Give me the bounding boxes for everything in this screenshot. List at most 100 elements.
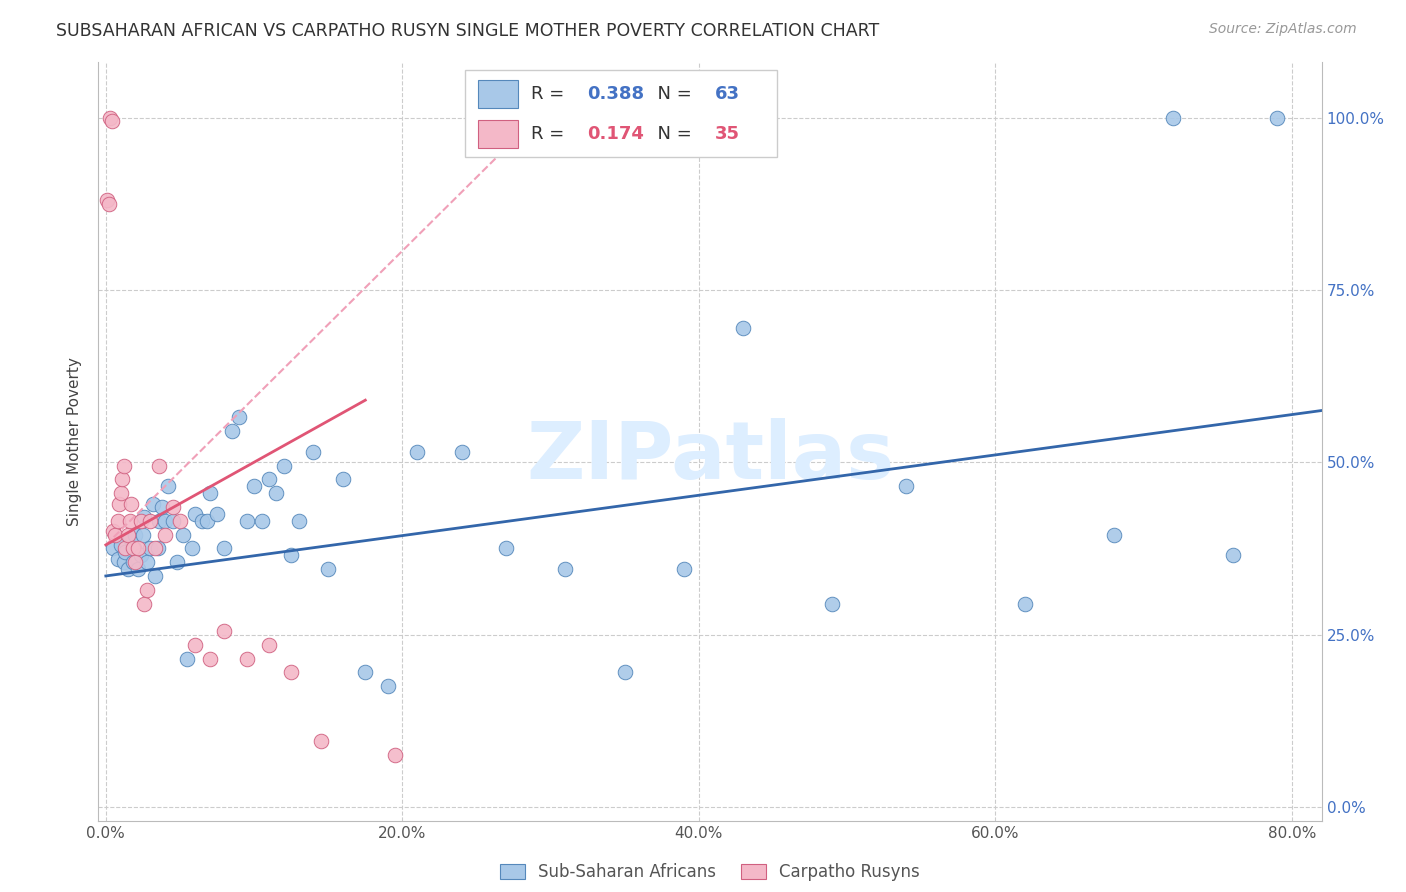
Point bbox=[162, 514, 184, 528]
Point bbox=[273, 458, 295, 473]
Point bbox=[143, 569, 166, 583]
Point bbox=[673, 562, 696, 576]
Point bbox=[103, 524, 125, 538]
Point bbox=[103, 541, 125, 556]
Point bbox=[118, 531, 141, 545]
Point bbox=[148, 458, 170, 473]
Point bbox=[316, 562, 339, 576]
Point bbox=[235, 514, 257, 528]
Point bbox=[554, 562, 576, 576]
Point bbox=[280, 665, 302, 680]
Point bbox=[406, 445, 429, 459]
Point bbox=[132, 527, 155, 541]
Point bbox=[148, 514, 170, 528]
Point bbox=[257, 638, 280, 652]
Text: SUBSAHARAN AFRICAN VS CARPATHO RUSYN SINGLE MOTHER POVERTY CORRELATION CHART: SUBSAHARAN AFRICAN VS CARPATHO RUSYN SIN… bbox=[56, 22, 880, 40]
Point bbox=[112, 458, 135, 473]
Point bbox=[191, 514, 214, 528]
Point bbox=[195, 514, 218, 528]
Point bbox=[1265, 111, 1288, 125]
Point bbox=[134, 597, 156, 611]
Point bbox=[122, 541, 145, 556]
Point bbox=[309, 734, 332, 748]
Point bbox=[169, 514, 191, 528]
Point bbox=[127, 562, 149, 576]
Point bbox=[110, 486, 132, 500]
Point bbox=[143, 541, 166, 556]
Point bbox=[166, 555, 188, 569]
Point bbox=[198, 651, 221, 665]
Point bbox=[118, 514, 141, 528]
Point bbox=[302, 445, 325, 459]
Point bbox=[134, 510, 156, 524]
Y-axis label: Single Mother Poverty: Single Mother Poverty bbox=[67, 357, 83, 526]
Point bbox=[107, 514, 129, 528]
Point bbox=[184, 507, 207, 521]
Point bbox=[153, 527, 176, 541]
Point bbox=[172, 527, 194, 541]
Point bbox=[157, 479, 180, 493]
Point bbox=[112, 555, 135, 569]
Point bbox=[221, 424, 243, 438]
Point bbox=[821, 597, 844, 611]
Point bbox=[131, 514, 153, 528]
Point bbox=[287, 514, 309, 528]
Point bbox=[450, 445, 472, 459]
Point bbox=[139, 514, 162, 528]
Point bbox=[243, 479, 266, 493]
Point bbox=[214, 624, 236, 639]
Point bbox=[250, 514, 273, 528]
Point bbox=[1163, 111, 1185, 125]
Point bbox=[184, 638, 207, 652]
Point bbox=[384, 748, 406, 763]
Text: Source: ZipAtlas.com: Source: ZipAtlas.com bbox=[1209, 22, 1357, 37]
Point bbox=[142, 497, 165, 511]
Point bbox=[114, 541, 136, 556]
Point bbox=[198, 486, 221, 500]
Point bbox=[214, 541, 236, 556]
Point bbox=[114, 545, 136, 559]
Point bbox=[96, 194, 118, 208]
Point bbox=[107, 551, 129, 566]
Point bbox=[266, 486, 288, 500]
Point bbox=[176, 651, 198, 665]
Point bbox=[150, 500, 173, 514]
Point bbox=[104, 527, 127, 541]
Point bbox=[153, 514, 176, 528]
Point bbox=[139, 541, 162, 556]
Point bbox=[117, 562, 139, 576]
Point bbox=[124, 527, 146, 541]
Point bbox=[377, 679, 399, 693]
Point bbox=[896, 479, 918, 493]
Point bbox=[332, 473, 354, 487]
Point bbox=[100, 114, 122, 128]
Point bbox=[124, 555, 146, 569]
Point bbox=[97, 196, 120, 211]
Point bbox=[205, 507, 228, 521]
Point bbox=[120, 497, 142, 511]
Point bbox=[613, 665, 636, 680]
Point bbox=[1222, 548, 1244, 563]
Point bbox=[235, 651, 257, 665]
Point bbox=[131, 548, 153, 563]
Point bbox=[136, 582, 159, 597]
Point bbox=[111, 473, 134, 487]
Point bbox=[257, 473, 280, 487]
Point bbox=[136, 555, 159, 569]
Point bbox=[127, 541, 149, 556]
Point bbox=[108, 497, 131, 511]
Point bbox=[354, 665, 377, 680]
Point bbox=[117, 527, 139, 541]
Point bbox=[1102, 527, 1125, 541]
Point bbox=[1014, 597, 1036, 611]
Text: ZIPatlas: ZIPatlas bbox=[526, 417, 894, 496]
Point bbox=[495, 541, 517, 556]
Point bbox=[180, 541, 202, 556]
Point bbox=[121, 541, 143, 556]
Legend: Sub-Saharan Africans, Carpatho Rusyns: Sub-Saharan Africans, Carpatho Rusyns bbox=[494, 857, 927, 888]
Point bbox=[228, 410, 250, 425]
Point bbox=[98, 111, 121, 125]
Point bbox=[162, 500, 184, 514]
Point bbox=[110, 538, 132, 552]
Point bbox=[280, 548, 302, 563]
